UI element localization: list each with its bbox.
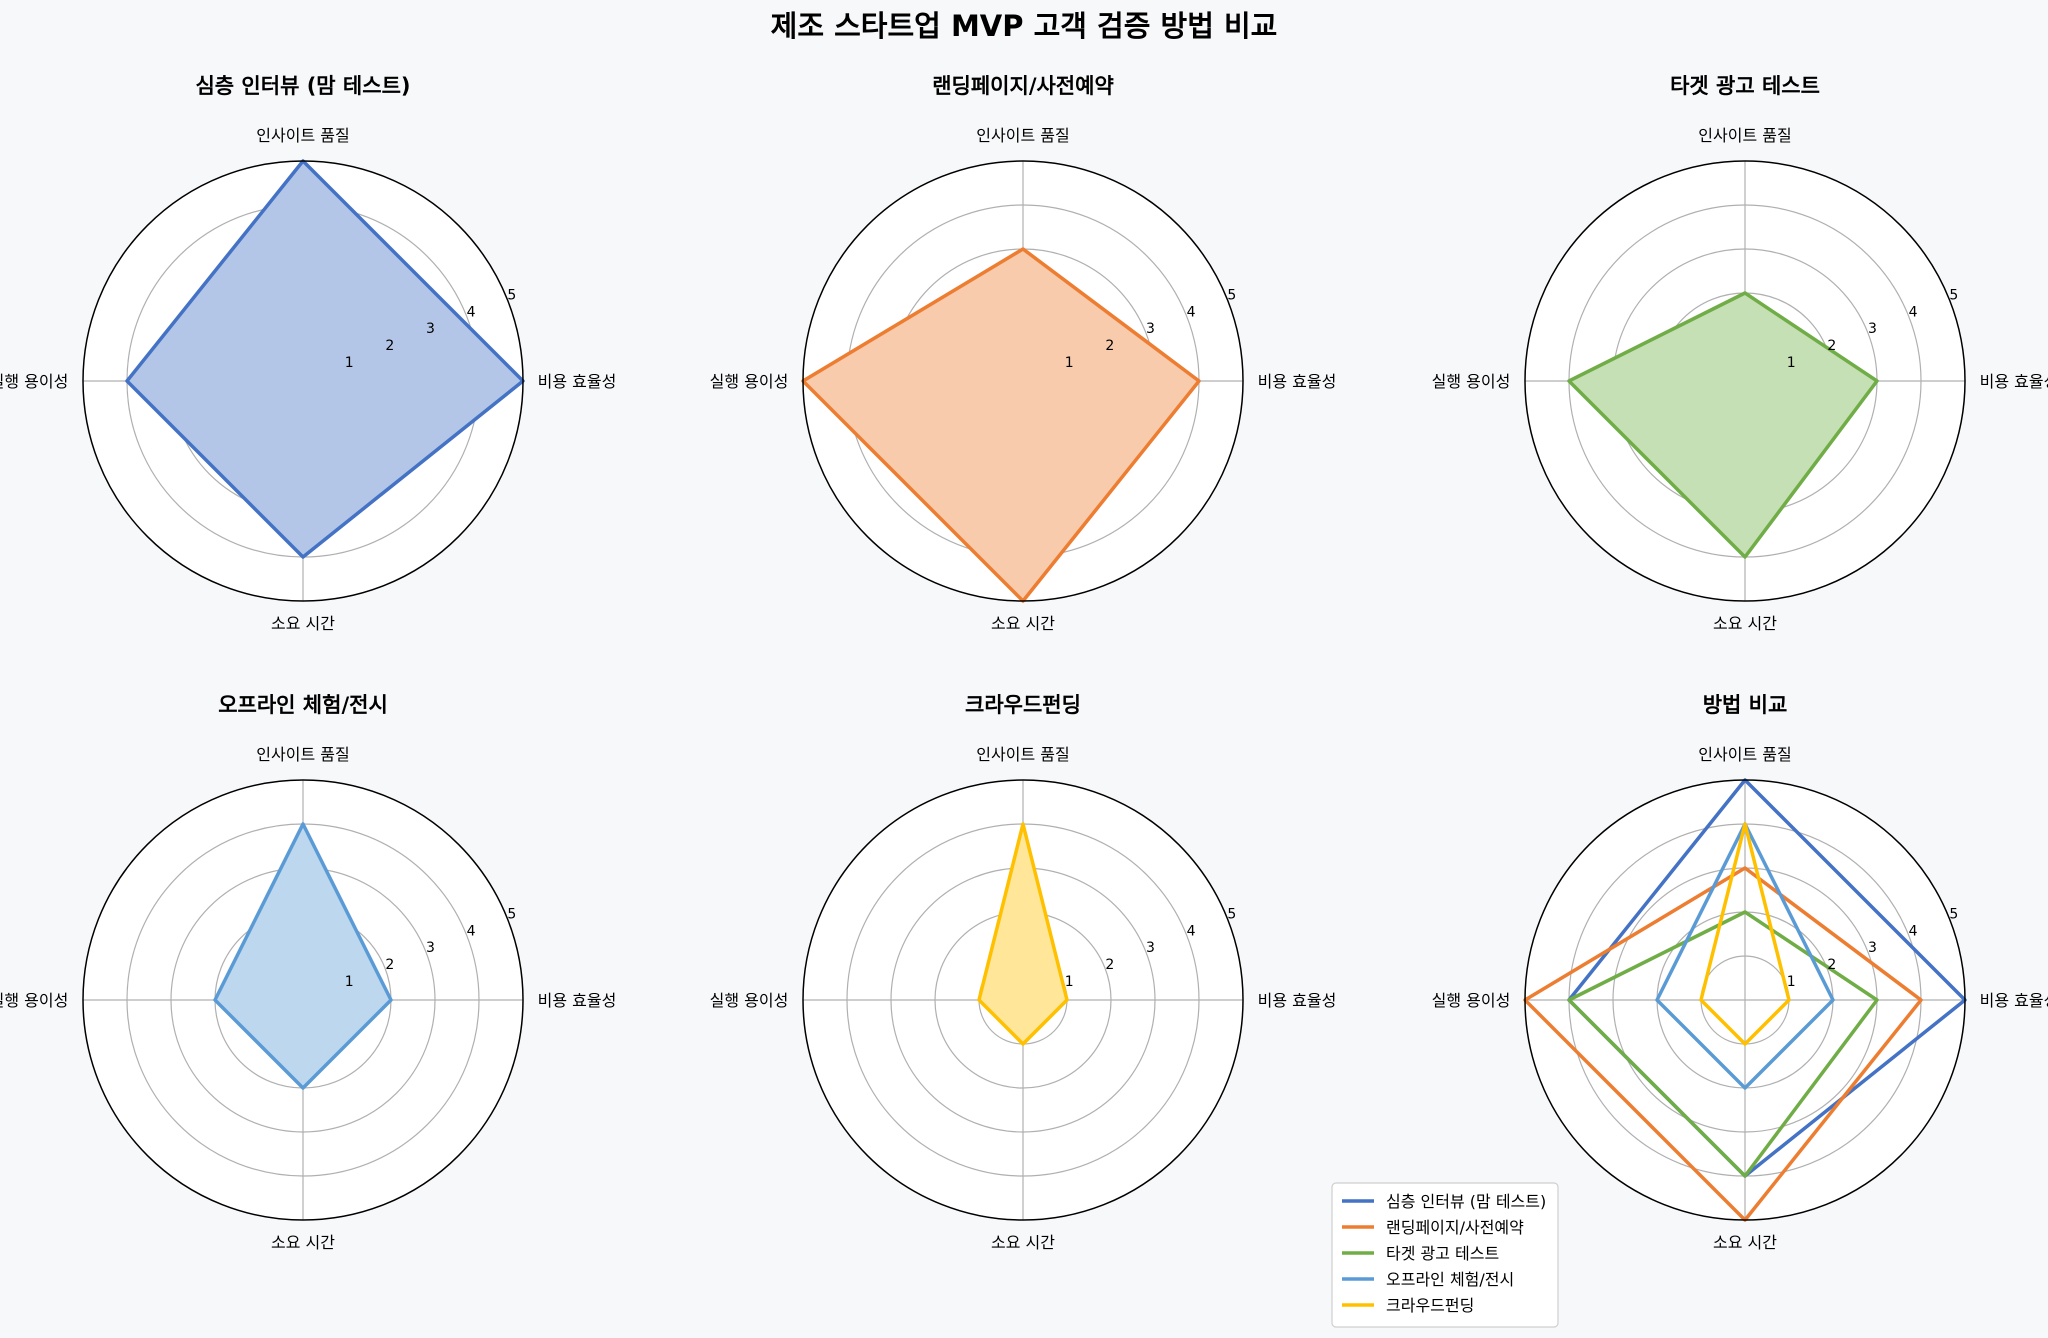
series-line [125, 159, 525, 559]
radial-tick-label: 2 [1827, 338, 1836, 354]
panel-title: 타겟 광고 테스트 [1670, 74, 1820, 98]
radial-tick-label: 4 [467, 923, 476, 939]
radial-tick-label: 5 [1949, 907, 1958, 923]
radial-tick-label: 2 [385, 338, 394, 354]
radial-tick-label: 5 [1227, 907, 1236, 923]
radial-tick-label: 1 [1787, 355, 1796, 371]
legend-label: 랜딩페이지/사전예약 [1386, 1218, 1524, 1237]
series-line [1567, 291, 1879, 559]
panel-title: 심층 인터뷰 (맘 테스트) [195, 74, 410, 98]
axis-label: 인사이트 품질 [1698, 745, 1791, 764]
radial-tick-label: 1 [345, 355, 354, 371]
outer-ring [82, 160, 524, 602]
axis-label: 소요 시간 [1713, 614, 1777, 633]
axis-label: 실행 용이성 [710, 991, 789, 1010]
axis-label: 실행 용이성 [1432, 372, 1511, 391]
outer-ring [802, 160, 1244, 602]
axis-label: 실행 용이성 [710, 372, 789, 391]
series-line [1655, 822, 1835, 1090]
radial-tick-label: 4 [1909, 923, 1918, 939]
radial-tick-label: 2 [1827, 957, 1836, 973]
radial-tick-label: 5 [1227, 288, 1236, 304]
radial-tick-label: 1 [1065, 974, 1074, 990]
axis-label: 인사이트 품질 [256, 126, 349, 145]
series-line [1567, 910, 1879, 1178]
axis-label: 비용 효율성 [538, 991, 617, 1010]
radial-tick-label: 5 [507, 288, 516, 304]
series-line [977, 822, 1069, 1046]
series-area [979, 824, 1067, 1044]
radial-tick-label: 4 [467, 304, 476, 320]
radial-tick-label: 1 [1065, 355, 1074, 371]
radial-tick-label: 2 [385, 957, 394, 973]
axis-label: 인사이트 품질 [976, 745, 1069, 764]
axis-label: 실행 용이성 [1432, 991, 1511, 1010]
outer-ring [1524, 160, 1966, 602]
radial-tick-label: 1 [345, 974, 354, 990]
axis-label: 비용 효율성 [1980, 991, 2048, 1010]
legend-label: 크라우드펀딩 [1386, 1296, 1474, 1315]
figure-title: 제조 스타트업 MVP 고객 검증 방법 비교 [771, 9, 1278, 43]
axis-label: 소요 시간 [1713, 1233, 1777, 1252]
radial-tick-label: 2 [1105, 957, 1114, 973]
radial-tick-label: 5 [507, 907, 516, 923]
axis-label: 비용 효율성 [1258, 372, 1337, 391]
outer-ring [82, 779, 524, 1221]
panel-title: 오프라인 체험/전시 [218, 693, 388, 717]
axis-label: 인사이트 품질 [256, 745, 349, 764]
radial-tick-label: 3 [426, 940, 435, 956]
panel-title: 랜딩페이지/사전예약 [932, 74, 1114, 98]
series-line [213, 822, 393, 1090]
radial-tick-label: 5 [1949, 288, 1958, 304]
legend-label: 오프라인 체험/전시 [1386, 1270, 1514, 1289]
legend-label: 타겟 광고 테스트 [1386, 1244, 1499, 1263]
outer-ring [1524, 779, 1966, 1221]
axis-label: 소요 시간 [271, 1233, 335, 1252]
axis-label: 소요 시간 [991, 614, 1055, 633]
axis-label: 비용 효율성 [1980, 372, 2048, 391]
axis-label: 실행 용이성 [0, 372, 68, 391]
axis-label: 비용 효율성 [1258, 991, 1337, 1010]
axis-label: 비용 효율성 [538, 372, 617, 391]
radial-tick-label: 4 [1187, 304, 1196, 320]
radial-tick-label: 4 [1187, 923, 1196, 939]
series-area [215, 824, 391, 1088]
radial-tick-label: 3 [1146, 321, 1155, 337]
legend-label: 심층 인터뷰 (맘 테스트) [1386, 1192, 1546, 1211]
series-line [1699, 822, 1791, 1046]
radial-tick-label: 3 [1868, 321, 1877, 337]
panel-title: 크라우드펀딩 [965, 693, 1081, 717]
legend-box [1331, 1182, 1559, 1328]
radial-tick-label: 3 [1868, 940, 1877, 956]
outer-ring [802, 779, 1244, 1221]
axis-label: 소요 시간 [271, 614, 335, 633]
radial-tick-label: 1 [1787, 974, 1796, 990]
axis-label: 인사이트 품질 [976, 126, 1069, 145]
axis-label: 실행 용이성 [0, 991, 68, 1010]
axis-label: 인사이트 품질 [1698, 126, 1791, 145]
series-area [803, 249, 1199, 601]
radial-tick-label: 4 [1909, 304, 1918, 320]
axis-label: 소요 시간 [991, 1233, 1055, 1252]
radial-tick-label: 3 [1146, 940, 1155, 956]
panel-title: 방법 비교 [1703, 693, 1788, 717]
radial-tick-label: 2 [1105, 338, 1114, 354]
radial-tick-label: 3 [426, 321, 435, 337]
series-area [1569, 293, 1877, 557]
